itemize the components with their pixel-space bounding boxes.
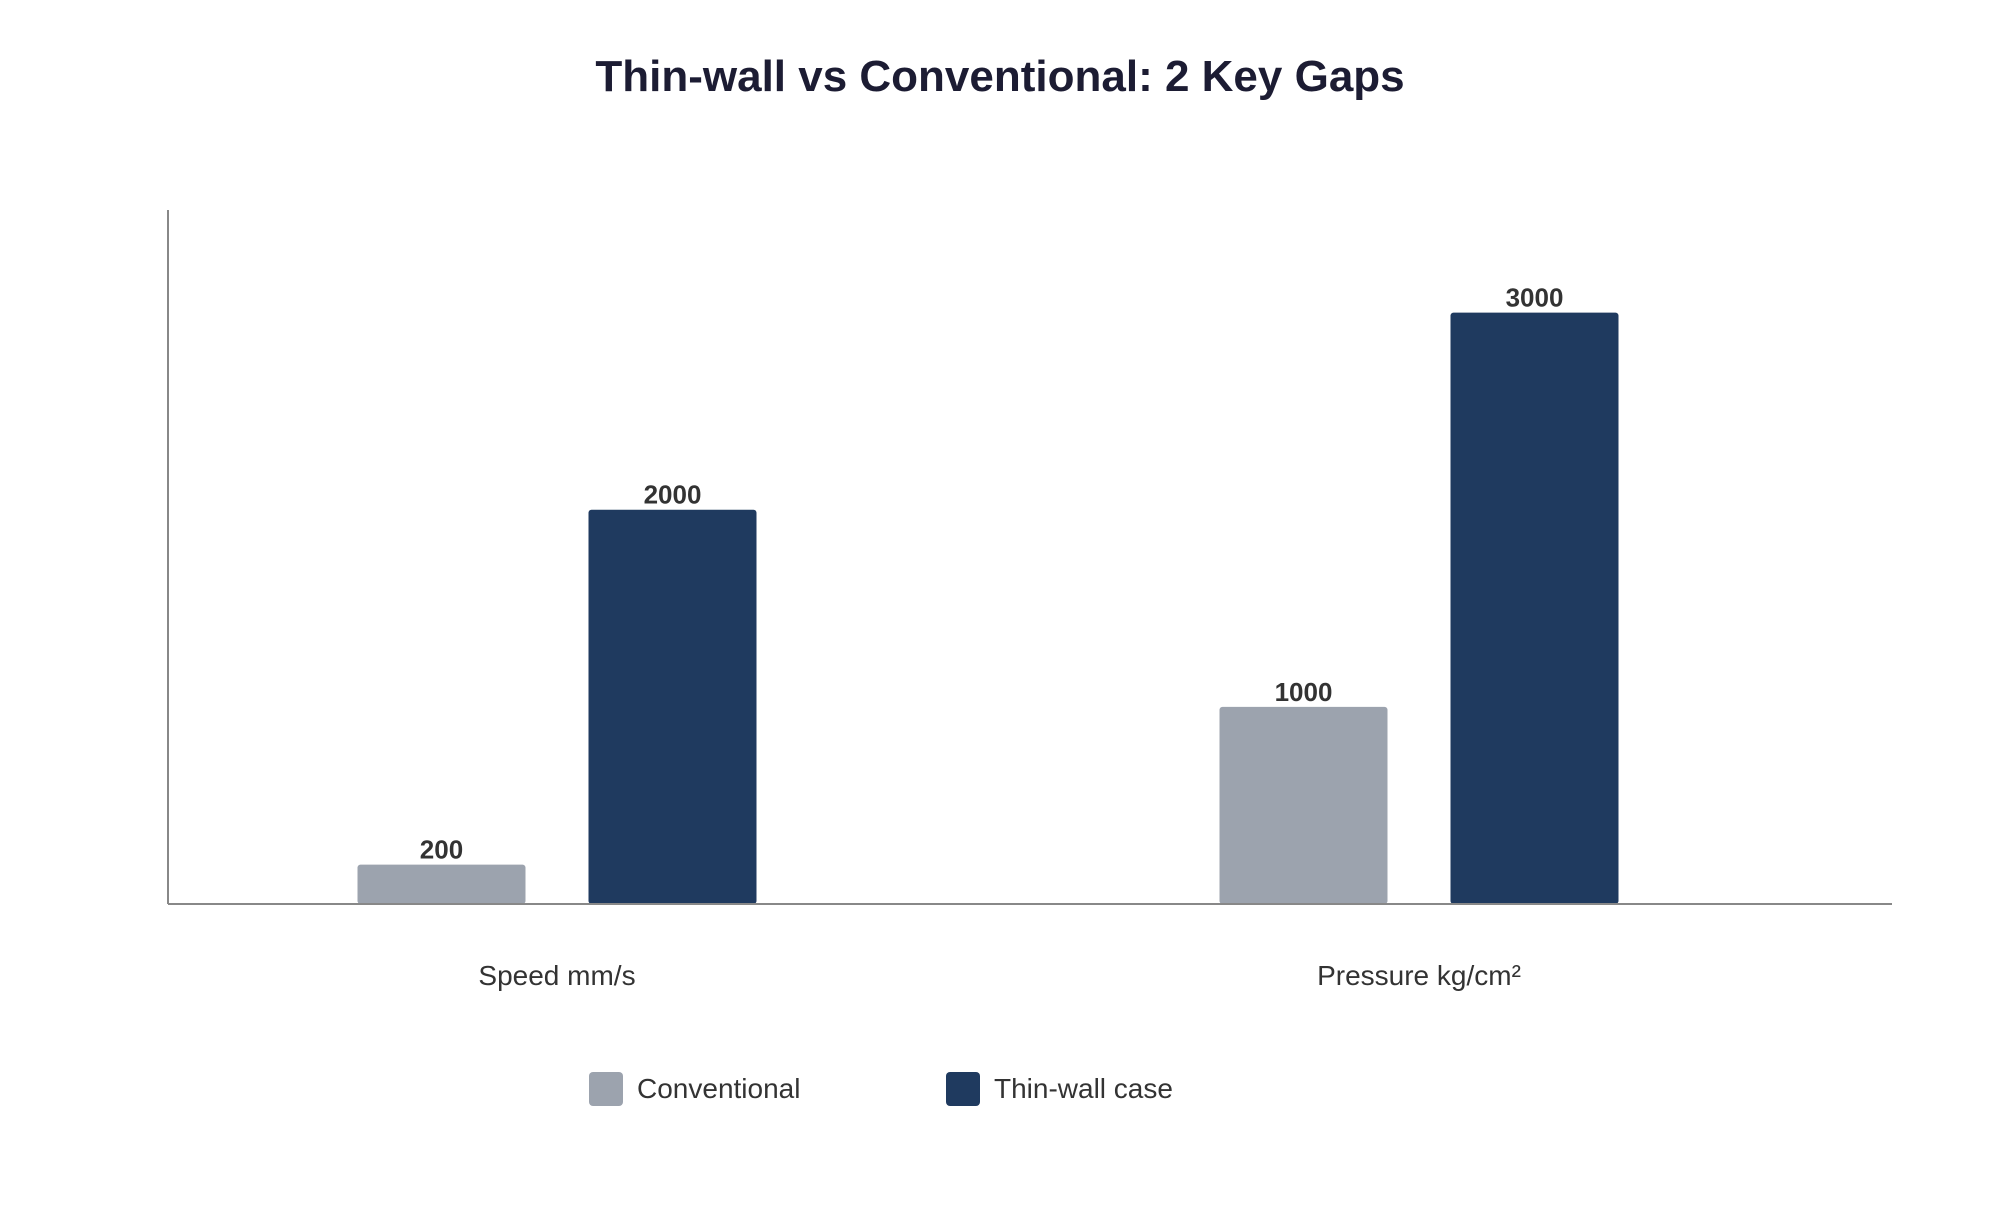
bars-layer <box>357 312 1619 905</box>
legend-label-conventional: Conventional <box>637 1073 801 1104</box>
bar-thin-wall-case-speed-mm-s <box>588 509 757 904</box>
x-tick-label-pressure-kg-cm: Pressure kg/cm² <box>1317 960 1521 991</box>
bar-thin-wall-case-pressure-kg-cm <box>1450 312 1619 905</box>
legend-label-thin-wall-case: Thin-wall case <box>994 1073 1173 1104</box>
data-label-conventional-speed-mm-s: 200 <box>420 835 463 865</box>
legend-swatch-conventional <box>589 1072 623 1106</box>
legend: Conventional Thin-wall case <box>0 1069 2000 1109</box>
bar-conventional-pressure-kg-cm <box>1219 706 1388 904</box>
data-label-thin-wall-case-speed-mm-s: 2000 <box>644 480 702 510</box>
chart-title: Thin-wall vs Conventional: 2 Key Gaps <box>595 52 1405 101</box>
legend-item-thin-wall-case: Thin-wall case <box>946 1069 1173 1109</box>
legend-item-conventional: Conventional <box>589 1069 800 1109</box>
bar-conventional-speed-mm-s <box>357 864 526 904</box>
labels-layer: 200 2000 Speed mm/s 1000 3000 Pressure kg/cm² <box>420 283 1564 991</box>
x-tick-label-speed-mm-s: Speed mm/s <box>478 960 635 991</box>
data-label-thin-wall-case-pressure-kg-cm: 3000 <box>1506 283 1564 313</box>
legend-swatch-thin-wall-case <box>946 1072 980 1106</box>
data-label-conventional-pressure-kg-cm: 1000 <box>1275 677 1333 707</box>
